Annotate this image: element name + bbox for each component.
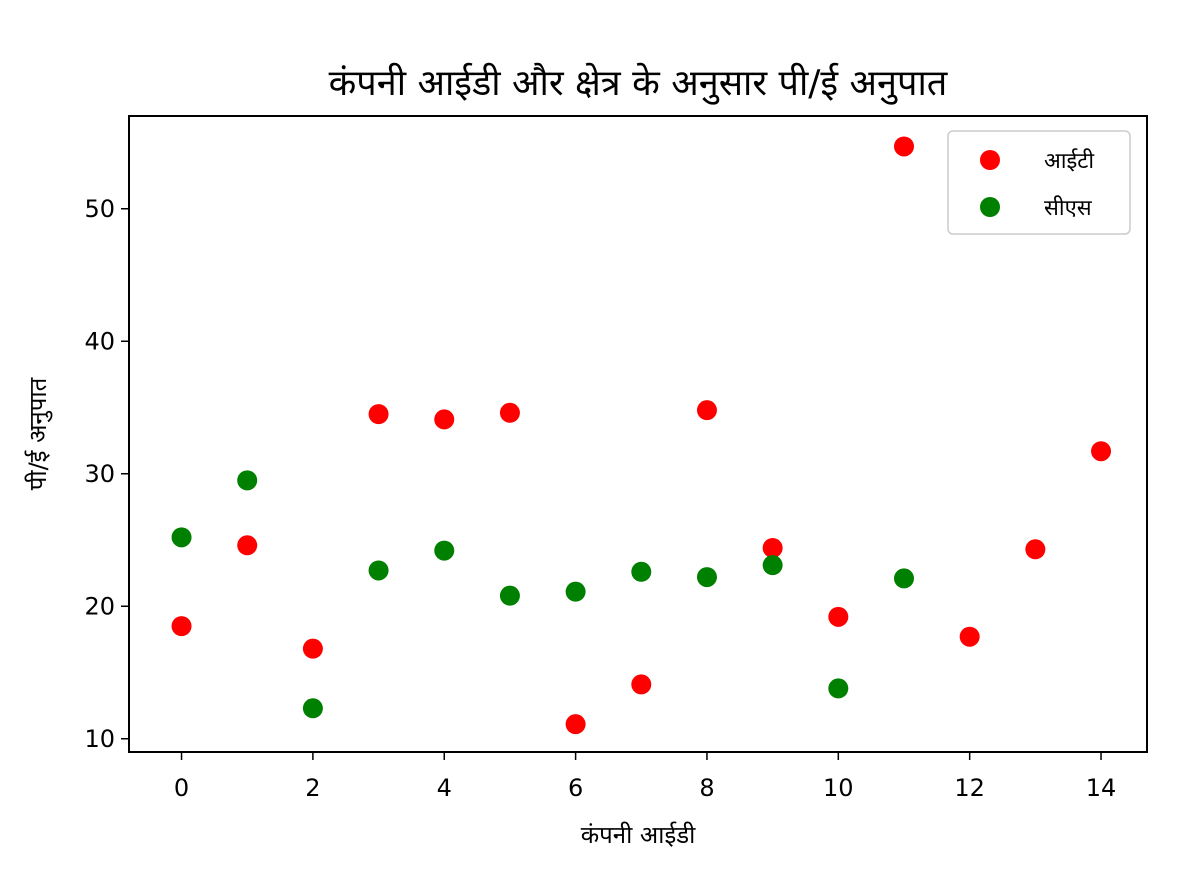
data-point-series-0	[302, 638, 323, 659]
x-tick-label: 2	[305, 774, 320, 802]
data-point-series-0	[1025, 539, 1046, 560]
data-point-series-1	[434, 540, 455, 561]
data-point-series-0	[1091, 441, 1112, 462]
data-point-series-0	[959, 626, 980, 647]
y-tick-label: 50	[84, 195, 115, 223]
y-tick-label: 20	[84, 592, 115, 620]
y-axis-label: पी/ई अनुपात	[24, 376, 53, 490]
x-tick-label: 10	[823, 774, 854, 802]
data-point-series-1	[368, 560, 389, 581]
data-point-series-1	[302, 698, 323, 719]
data-point-series-0	[565, 714, 586, 735]
data-point-series-1	[565, 581, 586, 602]
data-point-series-1	[171, 527, 192, 548]
y-axis: 10 20 30 40 50	[84, 195, 129, 753]
data-point-series-0	[696, 400, 717, 421]
y-tick-label: 10	[84, 725, 115, 753]
data-point-series-0	[434, 409, 455, 430]
data-point-series-0	[828, 606, 849, 627]
x-axis-label: कंपनी आईडी	[581, 821, 696, 849]
x-tick-label: 0	[174, 774, 189, 802]
legend-box	[947, 130, 1131, 235]
y-tick-label: 30	[84, 460, 115, 488]
legend-label-it: आईटी	[1044, 148, 1094, 174]
x-tick-label: 6	[568, 774, 583, 802]
data-point-series-1	[499, 585, 520, 606]
x-tick-label: 8	[699, 774, 714, 802]
data-point-series-0	[237, 535, 258, 556]
legend-marker-it	[980, 150, 1000, 170]
legend-marker-cs	[980, 197, 1000, 217]
data-point-series-1	[762, 555, 783, 576]
data-point-series-1	[696, 567, 717, 588]
data-point-series-0	[368, 404, 389, 425]
data-point-series-1	[631, 561, 652, 582]
data-point-series-0	[499, 402, 520, 423]
y-tick-label: 40	[84, 327, 115, 355]
x-axis: 0 2 4 6 8 10 12 14	[174, 752, 1116, 802]
x-tick-label: 4	[437, 774, 452, 802]
data-point-series-1	[237, 470, 258, 491]
data-points	[171, 136, 1112, 735]
data-point-series-0	[631, 674, 652, 695]
x-tick-label: 14	[1086, 774, 1117, 802]
data-point-series-0	[762, 537, 783, 558]
data-point-series-1	[893, 568, 914, 589]
data-point-series-1	[828, 678, 849, 699]
data-point-series-0	[171, 616, 192, 637]
data-point-series-0	[893, 136, 914, 157]
legend: आईटी सीएस	[947, 130, 1131, 235]
chart-title: कंपनी आईडी और क्षेत्र के अनुसार पी/ई अनु…	[329, 62, 949, 105]
x-tick-label: 12	[954, 774, 985, 802]
legend-label-cs: सीएस	[1044, 195, 1093, 221]
